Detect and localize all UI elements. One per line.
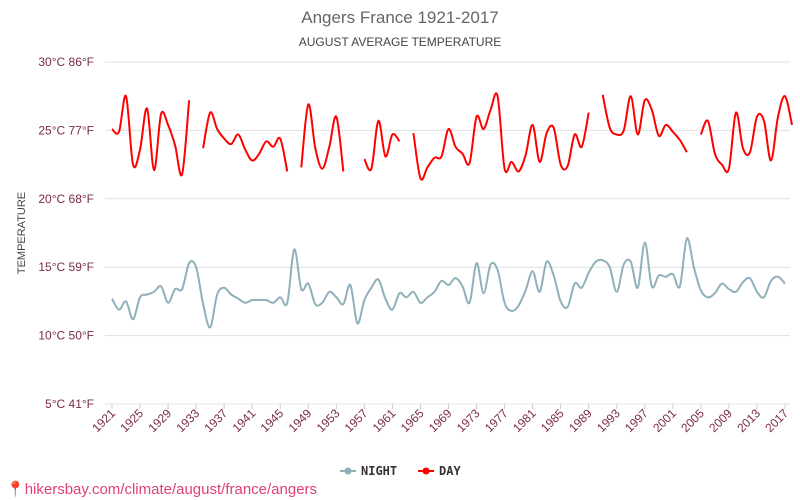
x-tick-label: 1941 xyxy=(230,406,259,435)
x-tick-label: 1973 xyxy=(454,406,483,435)
legend-label-day: DAY xyxy=(439,464,461,478)
x-tick-label: 1929 xyxy=(145,406,174,435)
legend-label-night: NIGHT xyxy=(361,464,397,478)
y-tick-label: 10°C 50°F xyxy=(38,329,94,343)
day-series-line xyxy=(363,119,401,172)
location-pin-icon: 📍 xyxy=(6,481,25,498)
y-tick-label: 5°C 41°F xyxy=(45,397,94,411)
x-tick-label: 1933 xyxy=(173,406,202,435)
day-series-line xyxy=(601,94,688,153)
y-tick-label: 30°C 86°F xyxy=(38,55,94,69)
x-tick-label: 1989 xyxy=(566,406,595,435)
x-tick-label: 1977 xyxy=(482,406,511,435)
x-tick-label: 1965 xyxy=(398,406,427,435)
x-tick-label: 1981 xyxy=(510,406,539,435)
x-tick-label: 2009 xyxy=(706,406,735,435)
day-series-line xyxy=(699,95,793,174)
source-url[interactable]: hikersbay.com/climate/august/france/ange… xyxy=(24,481,318,498)
y-axis-label: TEMPERATURE xyxy=(16,192,28,274)
x-tick-label: 1985 xyxy=(538,406,567,435)
day-series-line xyxy=(300,103,345,172)
legend-marker-night xyxy=(344,467,352,475)
day-series-line xyxy=(412,92,590,181)
x-tick-label: 1993 xyxy=(594,406,623,435)
x-tick-label: 1949 xyxy=(286,406,315,435)
x-tick-label: 2001 xyxy=(650,406,679,435)
y-tick-label: 25°C 77°F xyxy=(38,123,94,137)
x-tick-label: 1957 xyxy=(342,406,371,435)
y-tick-label: 20°C 68°F xyxy=(38,192,94,206)
x-tick-label: 1997 xyxy=(622,406,651,435)
x-tick-label: 2013 xyxy=(734,406,763,435)
legend-marker-day xyxy=(422,467,430,475)
night-series-line xyxy=(111,237,786,329)
x-tick-label: 1925 xyxy=(117,406,146,435)
x-tick-label: 2017 xyxy=(762,406,791,435)
chart-title: Angers France 1921-2017 xyxy=(301,8,499,27)
source-link[interactable]: 📍hikersbay.com/climate/august/france/ang… xyxy=(6,480,317,498)
x-tick-label: 1961 xyxy=(370,406,399,435)
day-series-line xyxy=(202,111,289,172)
x-tick-label: 1953 xyxy=(314,406,343,435)
x-tick-label: 1937 xyxy=(202,406,231,435)
chart-subtitle: AUGUST AVERAGE TEMPERATURE xyxy=(298,35,502,49)
x-tick-label: 2005 xyxy=(678,406,707,435)
y-tick-label: 15°C 59°F xyxy=(38,260,94,274)
x-tick-label: 1945 xyxy=(258,406,287,435)
day-series-line xyxy=(111,94,191,177)
x-tick-label: 1969 xyxy=(426,406,455,435)
